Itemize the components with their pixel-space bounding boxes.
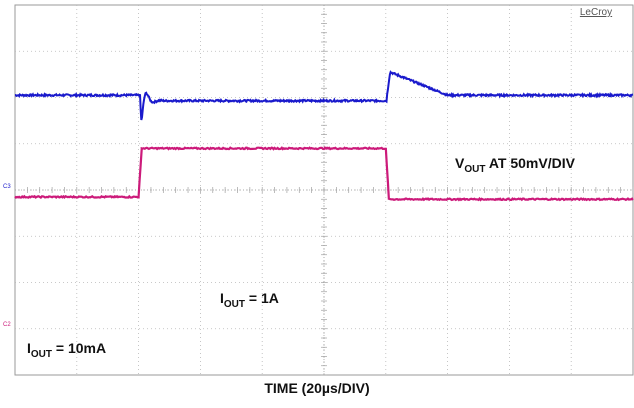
vout-label-sub: OUT <box>464 164 485 175</box>
x-axis-label: TIME (20µs/DIV) <box>264 380 370 396</box>
iout-low-label-sub: OUT <box>31 349 52 360</box>
iout-low-label-rest: = 10mA <box>52 340 106 356</box>
vout-label: VOUT AT 50mV/DIV <box>455 155 576 175</box>
channel-marker-c3: C3 <box>3 184 11 190</box>
vout-label-rest: AT 50mV/DIV <box>485 155 575 171</box>
iout-trace <box>14 146 634 202</box>
iout-low-label-main: I <box>27 340 31 356</box>
channel-marker-c2: C2 <box>3 322 11 328</box>
brand-logo: LeCroy <box>580 7 612 18</box>
graticule <box>14 4 634 376</box>
iout-high-label-rest: = 1A <box>245 290 279 306</box>
vout-trace <box>14 70 634 121</box>
iout-high-label: IOUT = 1A <box>220 290 279 310</box>
iout-high-label-sub: OUT <box>224 299 245 310</box>
vout-label-main: V <box>455 155 465 171</box>
iout-low-label: IOUT = 10mA <box>27 340 106 360</box>
iout-high-label-main: I <box>220 290 224 306</box>
